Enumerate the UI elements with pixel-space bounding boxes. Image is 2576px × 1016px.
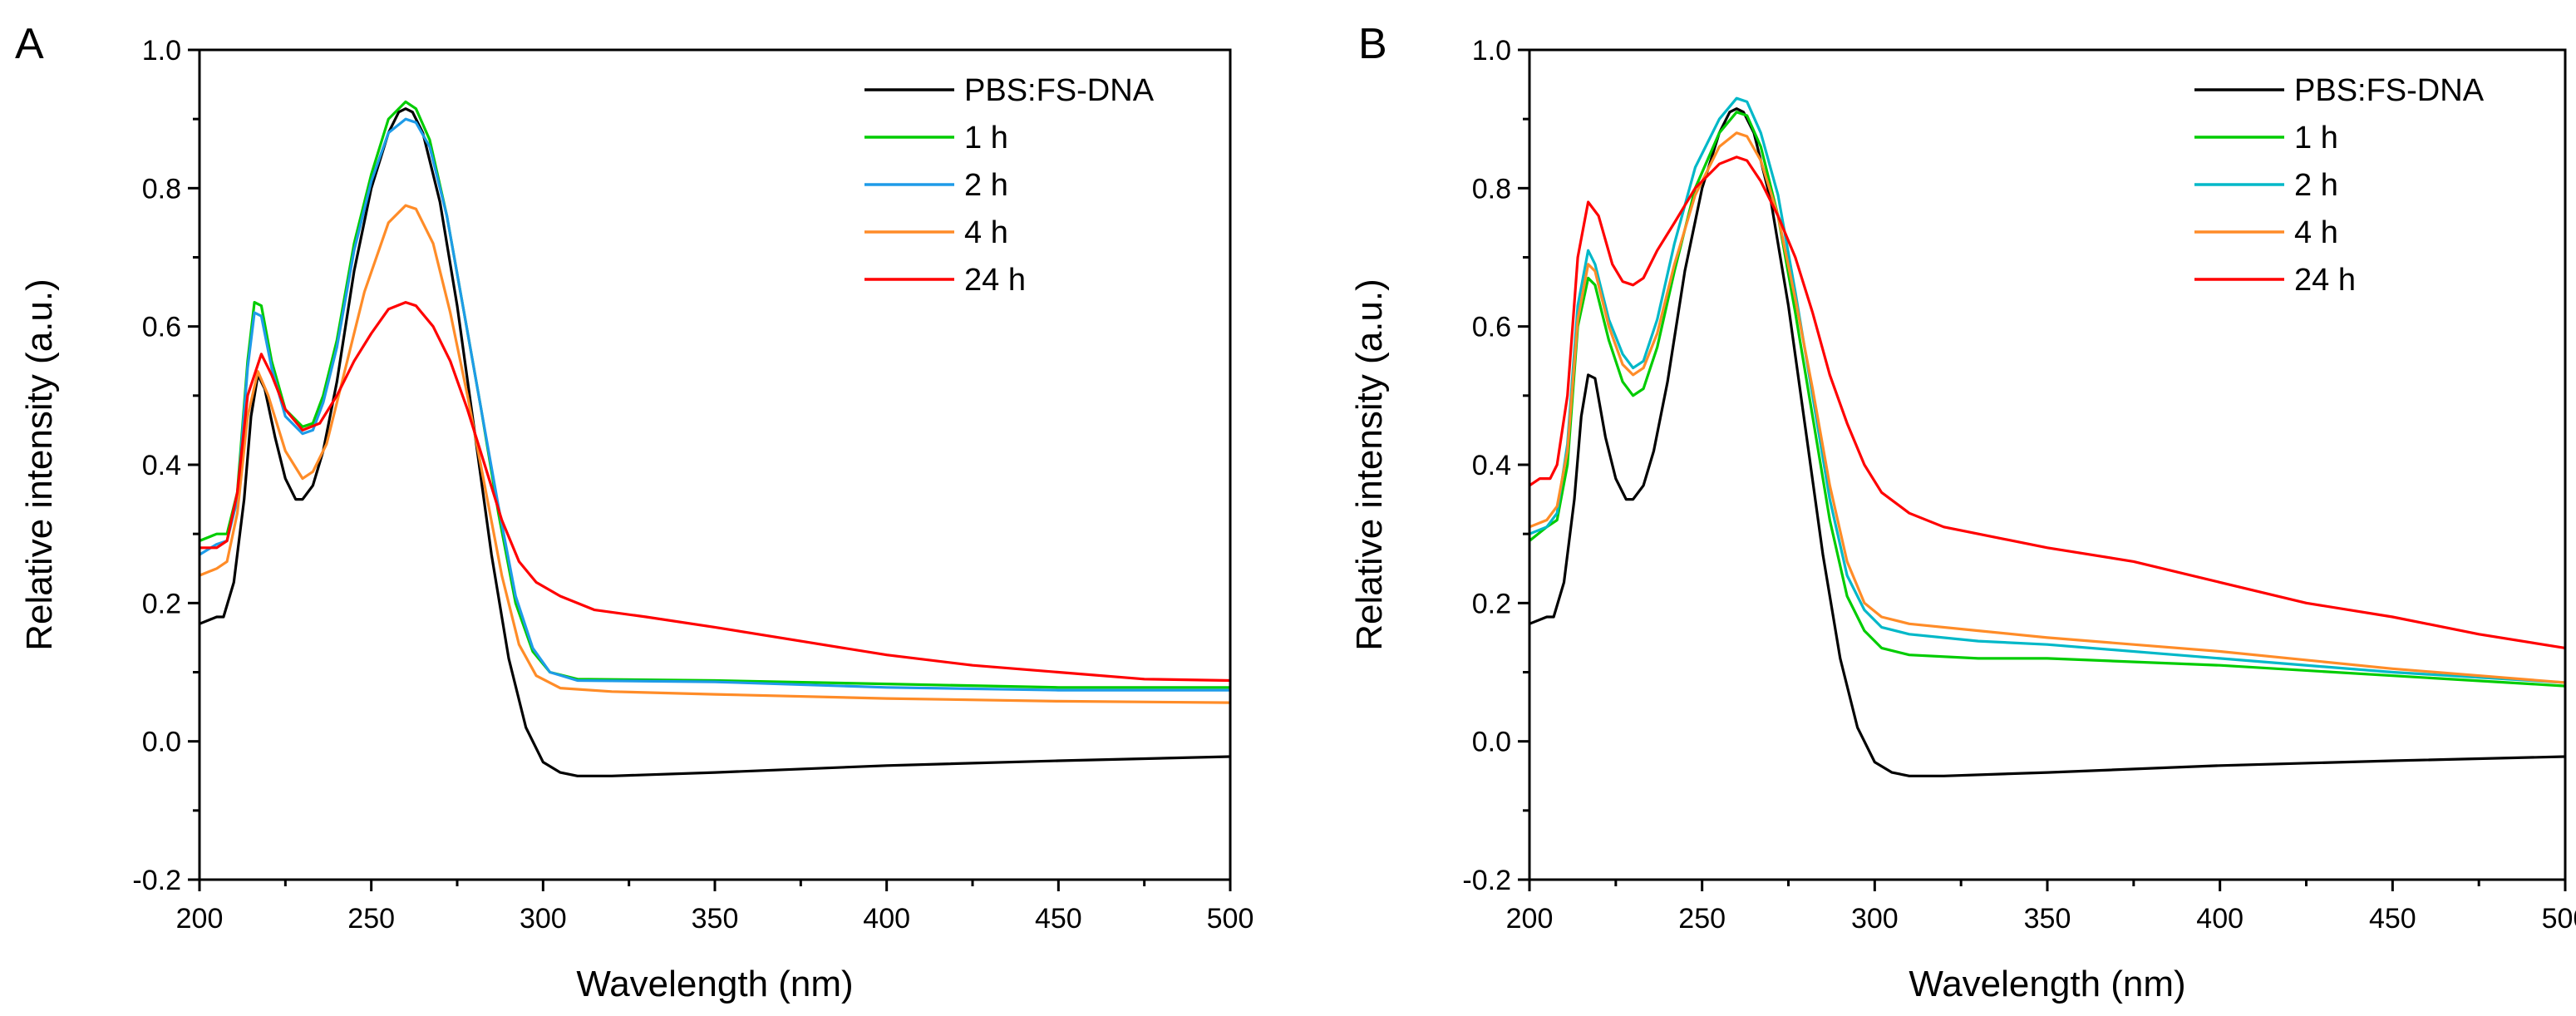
y-tick-label: 0.4 [1472, 450, 1511, 481]
series-line-pbs-fs-dna [1529, 107, 2566, 777]
x-tick-label: 200 [176, 903, 224, 935]
series-line-2-h [1529, 96, 2566, 684]
series-line-pbs-fs-dna [199, 107, 1231, 777]
x-tick-label: 500 [1207, 903, 1254, 935]
y-tick-label: 0.2 [142, 588, 181, 619]
y-tick-label: 1.0 [1472, 35, 1511, 67]
y-tick-label: 0.8 [1472, 173, 1511, 205]
x-tick-label: 400 [2196, 903, 2244, 935]
panel-label: A [15, 20, 44, 68]
y-tick-label: 0.8 [142, 173, 181, 205]
y-tick-label: 0.2 [1472, 588, 1511, 619]
series-line-1-h [1528, 111, 2566, 688]
y-tick-label: -0.2 [1462, 865, 1511, 896]
legend-label: 2 h [2294, 168, 2338, 203]
series-line-2-h [199, 117, 1230, 692]
x-tick-label: 350 [692, 903, 739, 935]
y-tick-label: 0.6 [142, 312, 181, 343]
plot-frame [198, 48, 1232, 881]
x-tick-label: 400 [863, 903, 910, 935]
y-tick-label: 1.0 [142, 35, 181, 67]
series-line-4-h [1529, 131, 2566, 684]
x-tick-label: 300 [520, 903, 567, 935]
x-tick-label: 500 [2542, 903, 2576, 935]
series-line-4-h [199, 204, 1231, 704]
y-tick-label: 0.4 [142, 450, 181, 481]
x-tick-label: 450 [1035, 903, 1082, 935]
legend-label: 24 h [2294, 263, 2356, 298]
x-axis-title: Wavelength (nm) [576, 964, 853, 1004]
legend-label: PBS:FS-DNA [964, 73, 1155, 108]
legend-label: 1 h [2294, 121, 2338, 155]
x-tick-label: 300 [1851, 903, 1899, 935]
series-line-24-h [1529, 155, 2566, 649]
legend-label: 24 h [964, 263, 1026, 298]
x-tick-label: 200 [1506, 903, 1554, 935]
legend-label: PBS:FS-DNA [2294, 73, 2485, 108]
panel-label: B [1358, 20, 1387, 68]
x-tick-label: 250 [1678, 903, 1726, 935]
x-tick-label: 350 [2024, 903, 2071, 935]
plot-frame [1528, 48, 2567, 881]
legend-label: 2 h [964, 168, 1008, 203]
legend-label: 1 h [964, 121, 1008, 155]
y-tick-label: 0.0 [1472, 727, 1511, 758]
y-tick-label: 0.6 [1472, 312, 1511, 343]
series-line-24-h [199, 301, 1231, 683]
panel-b: B 200 250 300 350 400 450 500 -0.2 0.0 0.2 0.4 0.6 0.… [1349, 20, 2576, 1004]
y-tick-label: 0.0 [142, 727, 181, 758]
panel-a: A 200 250 300 350 400 450 500 -0.2 0.0 0.2 0.4 0.6 0.… [15, 20, 1254, 1004]
y-tick-label: -0.2 [132, 865, 181, 896]
y-axis-title: Relative intensity (a.u.) [1349, 279, 1390, 651]
series-line-1-h [199, 100, 1230, 689]
y-axis-title: Relative intensity (a.u.) [19, 279, 60, 651]
x-tick-label: 250 [347, 903, 395, 935]
legend: PBS:FS-DNA 1 h 2 h 4 h 24 h [2194, 73, 2485, 298]
legend-label: 4 h [2294, 215, 2338, 250]
x-axis-title: Wavelength (nm) [1909, 964, 2185, 1004]
legend-label: 4 h [964, 215, 1008, 250]
legend: PBS:FS-DNA 1 h 2 h 4 h 24 h [864, 73, 1155, 298]
x-tick-label: 450 [2369, 903, 2416, 935]
